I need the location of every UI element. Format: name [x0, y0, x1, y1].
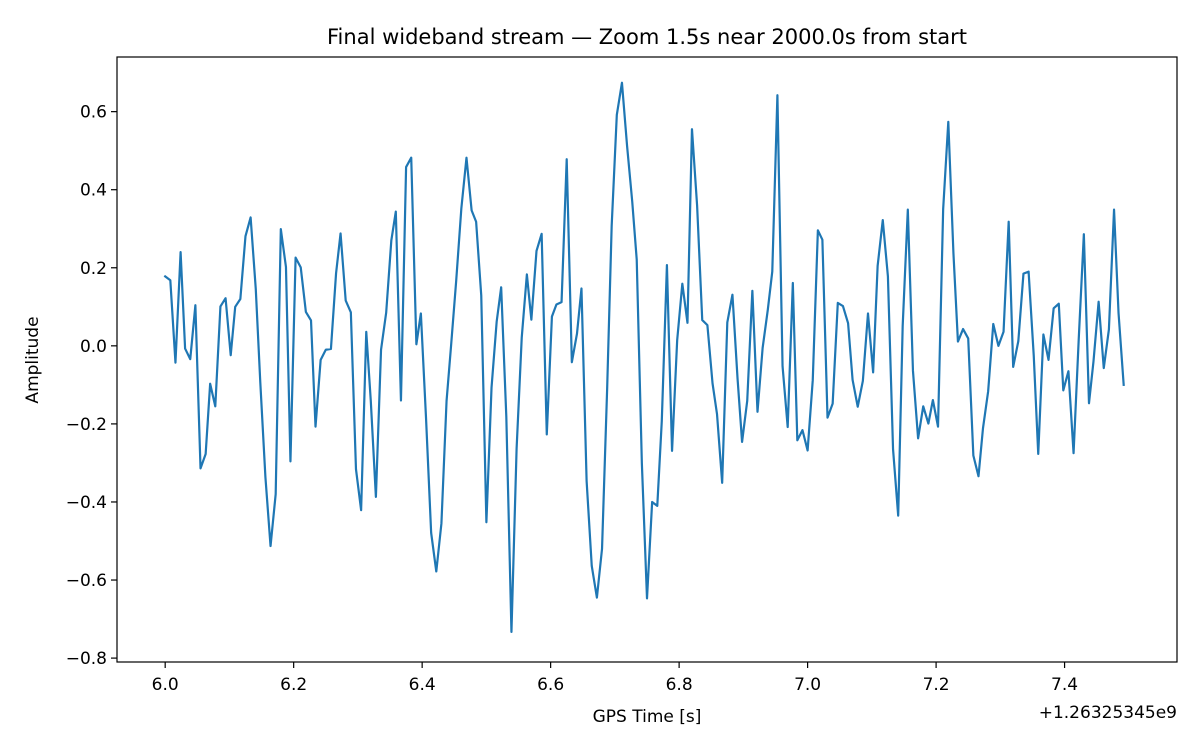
plot-series-layer [163, 81, 1125, 634]
series-line [163, 81, 1125, 634]
x-tick-label: 7.2 [923, 675, 950, 695]
y-axis-label: Amplitude [23, 316, 43, 403]
y-tick-label: 0.2 [80, 259, 107, 279]
y-tick-label: 0.6 [80, 103, 107, 123]
x-tick-label: 6.6 [537, 675, 564, 695]
x-tick-label: 6.8 [666, 675, 693, 695]
y-tick-label: 0.0 [80, 337, 107, 357]
plot-area-frame [116, 56, 1178, 663]
x-axis: 6.0 6.2 6.4 6.6 6.8 7.0 7.2 7.4 [152, 662, 1078, 695]
y-axis: 0.6 0.4 0.2 0.0 −0.2 −0.4 −0.6 −0.8 [66, 103, 117, 669]
y-tick-label: 0.4 [80, 181, 107, 201]
x-axis-label: GPS Time [s] [593, 707, 702, 727]
x-tick-label: 6.0 [152, 675, 179, 695]
x-tick-label: 7.0 [794, 675, 821, 695]
x-tick-label: 7.4 [1051, 675, 1078, 695]
y-tick-label: −0.6 [66, 571, 107, 591]
y-tick-label: −0.8 [66, 649, 107, 669]
x-axis-offset-label: +1.26325345e9 [1039, 703, 1177, 723]
y-tick-label: −0.2 [66, 415, 107, 435]
x-tick-label: 6.2 [280, 675, 307, 695]
x-tick-label: 6.4 [409, 675, 436, 695]
chart-title: Final wideband stream — Zoom 1.5s near 2… [327, 25, 967, 49]
y-tick-label: −0.4 [66, 493, 107, 513]
